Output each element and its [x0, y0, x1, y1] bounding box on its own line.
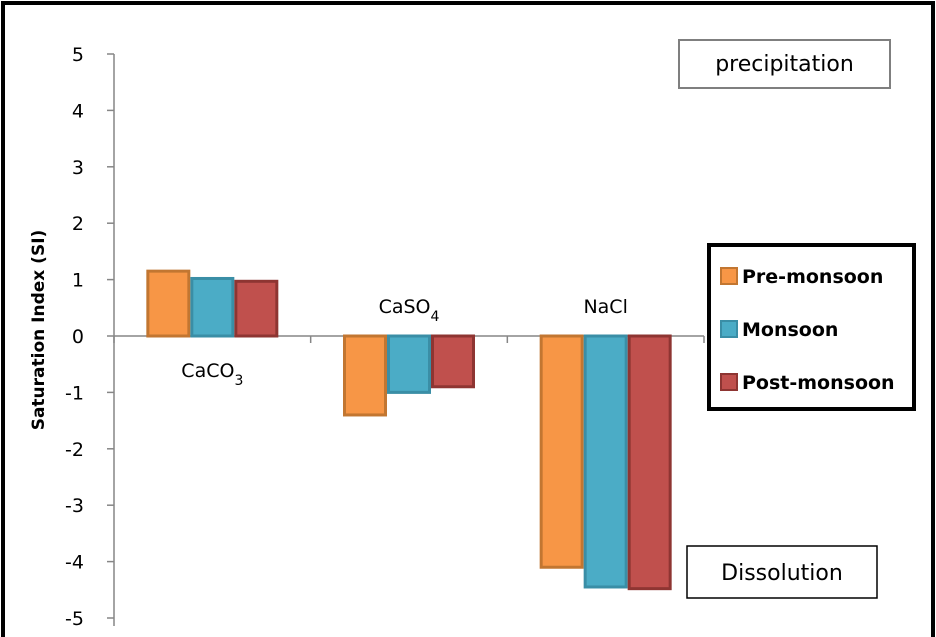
y-tick-label: -2: [65, 439, 84, 461]
bar-pre-monsoon-caso4: [343, 334, 387, 417]
legend-swatch: [720, 320, 738, 338]
legend-label: Pre-monsoon: [742, 266, 883, 288]
y-tick-label: 3: [72, 157, 84, 179]
bar-series-group: [146, 269, 672, 591]
legend-swatch: [720, 373, 738, 391]
annotation-dissolution-text: Dissolution: [721, 561, 843, 586]
y-tick-label: -5: [65, 608, 84, 630]
y-tick-label: -1: [65, 382, 84, 404]
y-tick-label: -3: [65, 495, 84, 517]
bar-pre-monsoon-nacl: [539, 334, 584, 569]
y-tick-label: 4: [72, 100, 84, 122]
legend: Pre-monsoon Monsoon Post-monsoon: [707, 243, 916, 411]
category-label: CaCO3: [181, 360, 243, 389]
bar-monsoon-nacl: [583, 334, 628, 589]
legend-label: Post-monsoon: [742, 372, 895, 394]
y-tick-label: 0: [72, 326, 84, 348]
category-label: NaCl: [583, 296, 627, 318]
category-label: CaSO4: [379, 296, 440, 325]
bar-monsoon-caco3: [190, 276, 235, 338]
annotation-precipitation-text: precipitation: [715, 52, 854, 77]
bar-monsoon-caso4: [387, 334, 431, 394]
annotation-dissolution: Dissolution: [686, 545, 878, 599]
annotation-precipitation: precipitation: [678, 39, 891, 89]
legend-label: Monsoon: [742, 319, 838, 341]
y-tick-label: 5: [72, 44, 84, 66]
category-labels: CaCO3 CaSO4 NaCl: [181, 296, 628, 389]
y-tick-label: -4: [65, 552, 84, 574]
y-axis-title: Saturation Index (SI): [29, 230, 49, 431]
legend-swatch: [720, 267, 738, 285]
y-tick-label: 2: [72, 213, 84, 235]
bar-post-monsoon-caco3: [234, 279, 279, 338]
y-tick-label: 1: [72, 270, 84, 292]
bar-pre-monsoon-caco3: [146, 269, 191, 338]
bar-post-monsoon-caso4: [431, 334, 475, 389]
legend-box: [707, 243, 916, 411]
bar-post-monsoon-nacl: [627, 334, 672, 591]
